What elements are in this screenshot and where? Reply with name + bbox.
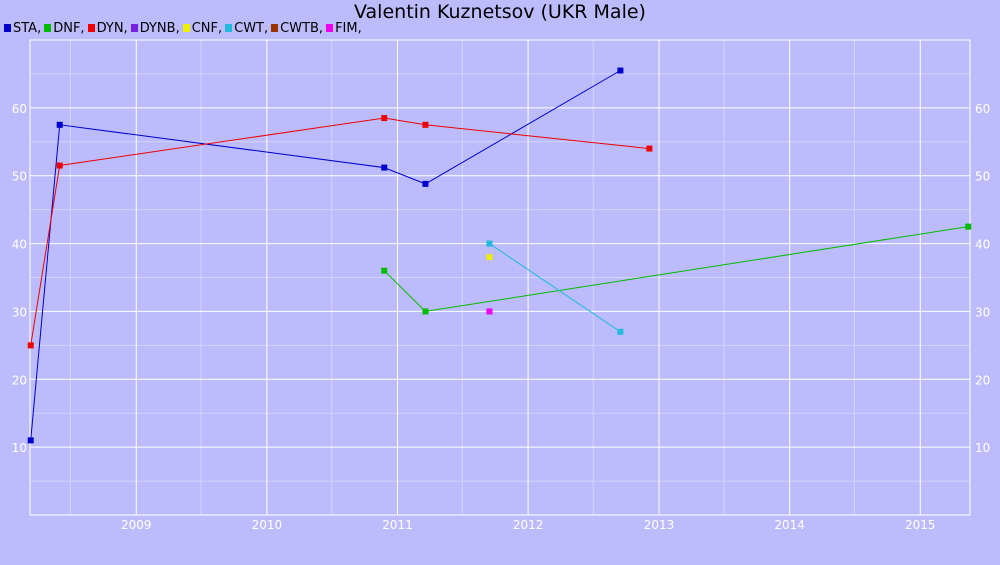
plot-frame — [29, 39, 971, 516]
legend-item-cnf: CNF, — [182, 21, 223, 36]
data-point-sta — [422, 180, 429, 187]
data-point-sta — [381, 164, 388, 171]
legend-item-sta: STA, — [4, 21, 41, 36]
data-point-cwt — [617, 328, 624, 335]
data-point-dyn — [422, 121, 429, 128]
legend-item-dynb: DYNB, — [130, 21, 180, 36]
legend-item-dnf: DNF, — [44, 21, 85, 36]
legend-label: STA, — [13, 21, 42, 36]
y-tick-label-right: 20 — [975, 373, 990, 387]
data-point-dnf — [422, 308, 429, 315]
legend-label: CWTB, — [280, 21, 324, 36]
series-line-cwt — [489, 243, 621, 333]
legend-item-cwtb: CWTB, — [271, 21, 323, 36]
x-tick-label: 2011 — [382, 518, 413, 532]
x-tick-label: 2015 — [905, 518, 936, 532]
y-tick-label-left: 60 — [12, 102, 27, 116]
legend-swatch — [271, 24, 279, 32]
legend-swatch — [44, 24, 52, 32]
data-point-fim — [486, 308, 493, 315]
data-point-dnf — [381, 267, 388, 274]
legend-swatch — [130, 24, 138, 32]
legend-swatch — [225, 24, 233, 32]
x-tick-label: 2014 — [774, 518, 805, 532]
y-tick-label-right: 40 — [975, 238, 990, 252]
y-tick-label-right: 50 — [975, 170, 990, 184]
series-line-dnf — [383, 226, 969, 312]
legend-label: DYNB, — [139, 21, 180, 36]
legend-label: CWT, — [234, 21, 269, 36]
series-line-sta — [30, 70, 621, 441]
legend-label: CNF, — [191, 21, 223, 36]
data-point-dnf — [965, 223, 972, 230]
legend-item-fim: FIM, — [326, 21, 362, 36]
data-point-dyn — [56, 162, 63, 169]
x-tick-label: 2010 — [252, 518, 283, 532]
data-point-cwt — [486, 240, 493, 247]
y-tick-label-left: 10 — [12, 441, 27, 455]
data-point-sta — [56, 121, 63, 128]
y-tick-label-right: 60 — [975, 102, 990, 116]
data-point-dyn — [381, 115, 388, 122]
x-tick-label: 2012 — [513, 518, 544, 532]
y-tick-label-left: 50 — [12, 170, 27, 184]
y-tick-label-left: 30 — [12, 305, 27, 319]
y-tick-label-left: 20 — [12, 373, 27, 387]
data-point-dyn — [646, 145, 653, 152]
x-tick-label: 2009 — [121, 518, 152, 532]
legend-swatch — [182, 24, 190, 32]
legend-item-cwt: CWT, — [225, 21, 268, 36]
legend-label: DYN, — [96, 21, 128, 36]
x-tick-label: 2013 — [644, 518, 675, 532]
legend: STA, DNF, DYN, DYNB, CNF, CWT, CWTB, FIM, — [4, 21, 365, 36]
legend-item-dyn: DYN, — [87, 21, 128, 36]
data-point-sta — [27, 437, 34, 444]
y-tick-label-right: 30 — [975, 305, 990, 319]
legend-swatch — [4, 24, 11, 32]
legend-label: FIM, — [335, 21, 362, 36]
legend-swatch — [326, 24, 334, 32]
data-point-dyn — [27, 342, 34, 349]
data-point-sta — [617, 67, 624, 74]
legend-swatch — [87, 24, 95, 32]
chart-title: Valentin Kuznetsov (UKR Male) — [354, 1, 646, 23]
data-point-cnf — [486, 254, 493, 261]
legend-label: DNF, — [53, 21, 85, 36]
y-tick-label-right: 10 — [975, 441, 990, 455]
y-tick-label-left: 40 — [12, 238, 27, 252]
